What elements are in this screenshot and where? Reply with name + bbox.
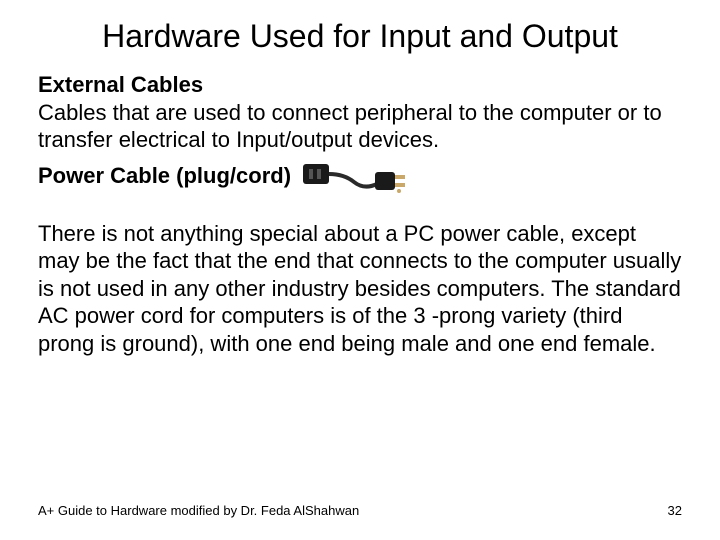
power-cable-row: Power Cable (plug/cord): [38, 154, 682, 198]
content-block-1: External Cables Cables that are used to …: [38, 71, 682, 357]
power-cable-label: Power Cable (plug/cord): [38, 162, 291, 190]
power-cable-body: There is not anything special about a PC…: [38, 220, 682, 358]
slide-container: Hardware Used for Input and Output Exter…: [0, 0, 720, 540]
slide-footer: A+ Guide to Hardware modified by Dr. Fed…: [38, 503, 682, 518]
footer-page-number: 32: [668, 503, 682, 518]
power-cable-icon: [299, 154, 409, 198]
external-cables-heading: External Cables: [38, 71, 682, 99]
external-cables-body: Cables that are used to connect peripher…: [38, 99, 682, 154]
slide-title: Hardware Used for Input and Output: [38, 18, 682, 55]
footer-credit: A+ Guide to Hardware modified by Dr. Fed…: [38, 503, 359, 518]
